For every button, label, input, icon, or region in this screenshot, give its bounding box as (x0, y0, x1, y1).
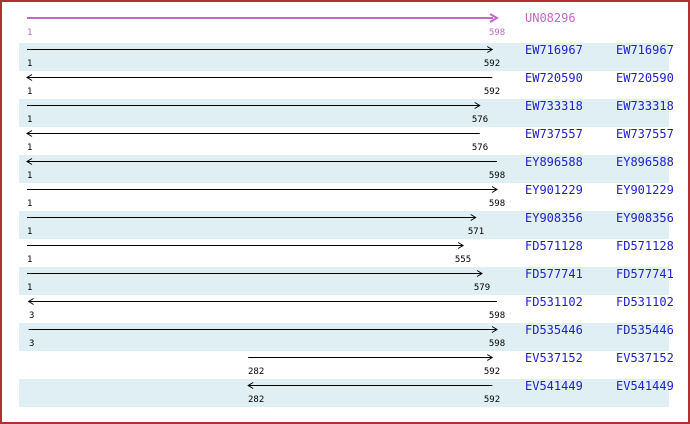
alignment-end-coord: 555 (454, 255, 472, 265)
sequence-id-link-secondary[interactable]: EY901229 (616, 183, 674, 197)
alignment-arrow (26, 130, 480, 137)
sequence-id-link-secondary[interactable]: FD577741 (616, 267, 674, 281)
alignment-start-coord: 3 (29, 311, 35, 321)
alignment-row: 282 592 EV537152 EV537152 (19, 351, 674, 379)
arrowhead-left-icon (247, 382, 254, 389)
alignment-row: 3 598 FD531102 FD531102 (19, 295, 674, 323)
alignment-start-coord: 1 (27, 255, 33, 265)
arrowhead-left-icon (26, 130, 33, 137)
sequence-id-link[interactable]: FD571128 (525, 239, 583, 253)
alignment-end-coord: 576 (471, 115, 489, 125)
alignment-row: 1 571 EY908356 EY908356 (19, 211, 674, 239)
reference-id: UN08296 (525, 11, 576, 25)
alignment-row: 1 576 EW737557 EW737557 (19, 127, 674, 155)
sequence-id-link[interactable]: FD577741 (525, 267, 583, 281)
sequence-id-link-secondary[interactable]: FD535446 (616, 323, 674, 337)
sequence-id-link[interactable]: EW733318 (525, 99, 583, 113)
alignment-arrow (28, 326, 498, 333)
reference-header: UN08296 1 598 (2, 2, 688, 43)
arrowhead-right-icon (487, 354, 494, 361)
alignment-start-coord: 282 (248, 395, 265, 405)
alignment-start-coord: 1 (27, 59, 33, 69)
arrowhead-right-icon (474, 102, 481, 109)
alignment-row: 1 592 EW720590 EW720590 (19, 71, 674, 99)
alignment-arrow (27, 298, 497, 305)
sequence-id-link[interactable]: EW737557 (525, 127, 583, 141)
arrowhead-right-icon (470, 214, 477, 221)
alignment-end-coord: 579 (473, 283, 491, 293)
alignment-start-coord: 1 (27, 199, 33, 209)
alignment-row: 1 598 EY901229 EY901229 (19, 183, 674, 211)
arrowhead-left-icon (26, 158, 33, 165)
reference-arrow (27, 13, 500, 23)
sequence-id-link[interactable]: FD531102 (525, 295, 583, 309)
alignment-end-coord: 592 (483, 87, 501, 97)
alignment-start-coord: 1 (27, 171, 33, 181)
alignment-arrow (247, 382, 493, 389)
sequence-id-link-secondary[interactable]: EV541449 (616, 379, 674, 393)
alignment-end-coord: 592 (483, 395, 501, 405)
alignment-start-coord: 1 (27, 283, 33, 293)
arrowhead-right-icon (489, 13, 500, 23)
alignment-start-coord: 3 (29, 339, 35, 349)
alignment-arrow (27, 242, 465, 249)
reference-start-coord: 1 (27, 28, 33, 38)
sequence-id-link-secondary[interactable]: EV537152 (616, 351, 674, 365)
alignment-row: 1 598 EY896588 EY896588 (19, 155, 674, 183)
alignment-arrow (27, 46, 494, 53)
sequence-id-link-secondary[interactable]: EY896588 (616, 155, 674, 169)
arrowhead-right-icon (491, 326, 498, 333)
sequence-id-link[interactable]: EY901229 (525, 183, 583, 197)
sequence-id-link[interactable]: FD535446 (525, 323, 583, 337)
reference-end-coord: 598 (488, 28, 506, 38)
sequence-id-link[interactable]: EV541449 (525, 379, 583, 393)
sequence-id-link-secondary[interactable]: FD531102 (616, 295, 674, 309)
alignment-arrow (26, 74, 493, 81)
alignment-arrow (27, 102, 481, 109)
alignment-row: 1 579 FD577741 FD577741 (19, 267, 674, 295)
alignment-end-coord: 592 (483, 367, 501, 377)
alignment-end-coord: 576 (471, 143, 489, 153)
sequence-id-link[interactable]: EV537152 (525, 351, 583, 365)
sequence-id-link-secondary[interactable]: EW733318 (616, 99, 674, 113)
alignment-arrow (248, 354, 494, 361)
alignment-end-coord: 598 (488, 339, 506, 349)
arrowhead-right-icon (476, 270, 483, 277)
alignment-end-coord: 592 (483, 59, 501, 69)
sequence-id-link-secondary[interactable]: EW720590 (616, 71, 674, 85)
alignment-row: 3 598 FD535446 FD535446 (19, 323, 674, 351)
sequence-id-link-secondary[interactable]: EY908356 (616, 211, 674, 225)
arrowhead-right-icon (491, 186, 498, 193)
arrowhead-left-icon (27, 298, 34, 305)
alignment-arrow (26, 158, 497, 165)
alignment-row: 1 592 EW716967 EW716967 (19, 43, 674, 71)
alignment-end-coord: 598 (488, 171, 506, 181)
alignment-end-coord: 598 (488, 311, 506, 321)
sequence-id-link-secondary[interactable]: FD571128 (616, 239, 674, 253)
sequence-id-link[interactable]: EW716967 (525, 43, 583, 57)
alignment-arrow (27, 270, 483, 277)
alignment-start-coord: 1 (27, 227, 33, 237)
sequence-id-link[interactable]: EY896588 (525, 155, 583, 169)
arrowhead-left-icon (26, 74, 33, 81)
sequence-id-link-secondary[interactable]: EW737557 (616, 127, 674, 141)
alignment-start-coord: 1 (27, 115, 33, 125)
alignment-arrow (27, 214, 477, 221)
alignment-start-coord: 1 (27, 87, 33, 97)
alignment-row: 1 555 FD571128 FD571128 (19, 239, 674, 267)
alignment-row: 282 592 EV541449 EV541449 (19, 379, 674, 407)
alignment-end-coord: 571 (467, 227, 485, 237)
alignment-start-coord: 282 (248, 367, 265, 377)
sequence-id-link[interactable]: EW720590 (525, 71, 583, 85)
alignment-row: 1 576 EW733318 EW733318 (19, 99, 674, 127)
sequence-id-link-secondary[interactable]: EW716967 (616, 43, 674, 57)
alignment-arrow (27, 186, 498, 193)
arrowhead-right-icon (487, 46, 494, 53)
alignment-end-coord: 598 (488, 199, 506, 209)
arrowhead-right-icon (457, 242, 465, 249)
sequence-id-link[interactable]: EY908356 (525, 211, 583, 225)
alignment-start-coord: 1 (27, 143, 33, 153)
